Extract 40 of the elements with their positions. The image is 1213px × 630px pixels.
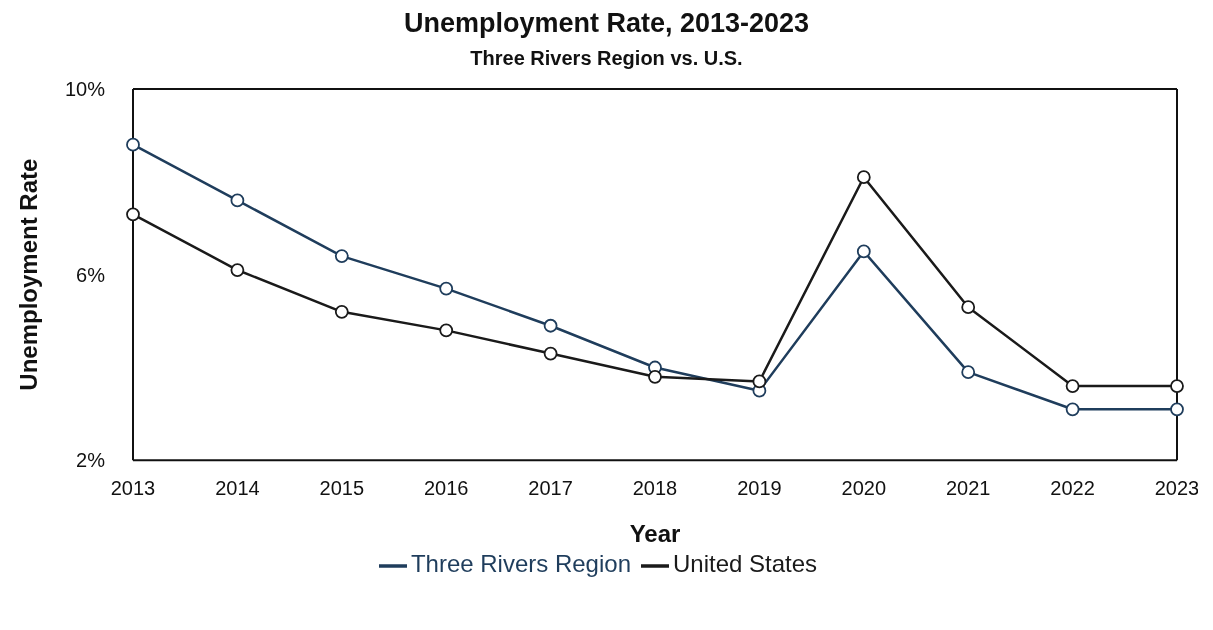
x-tick-label: 2016	[423, 476, 469, 499]
point	[543, 346, 558, 361]
x-tick-label: 2018	[632, 476, 678, 499]
y-axis-title: Unemployment Rate	[14, 158, 42, 391]
point	[439, 281, 454, 296]
y-tick-label: 2%	[76, 449, 106, 472]
point	[230, 263, 245, 277]
point	[752, 374, 767, 389]
point	[856, 170, 871, 185]
x-tick-label: 2019	[737, 476, 782, 499]
point	[126, 207, 140, 222]
legend-label: United States	[673, 550, 818, 578]
point	[126, 137, 140, 152]
point	[1065, 402, 1080, 417]
x-axis-title: Year	[629, 520, 681, 548]
point	[543, 318, 558, 333]
point	[1170, 379, 1184, 393]
y-tick-label: 6%	[76, 263, 106, 286]
x-tick-label: 2023	[1154, 476, 1200, 499]
point	[961, 300, 976, 315]
point	[334, 304, 349, 319]
point	[961, 365, 976, 380]
x-tick-label: 2022	[1050, 476, 1095, 499]
point	[648, 369, 662, 384]
chart-title: Unemployment Rate, 2013-2023	[402, 8, 811, 39]
point	[1065, 379, 1080, 393]
y-tick-label: 10%	[64, 78, 106, 101]
x-tick-label: 2020	[841, 476, 887, 499]
x-tick-label: 2017	[528, 476, 573, 499]
point	[1170, 402, 1184, 417]
point	[856, 244, 871, 259]
point	[334, 249, 349, 264]
x-tick-label: 2014	[215, 476, 260, 499]
x-tick-label: 2013	[110, 476, 156, 499]
point	[439, 323, 454, 338]
legend-label: Three Rivers Region	[410, 550, 631, 578]
x-tick-label: 2015	[319, 476, 365, 499]
x-tick-label: 2021	[945, 476, 991, 499]
point	[230, 193, 245, 208]
chart-subtitle: Three Rivers Region vs. U.S.	[469, 47, 744, 70]
